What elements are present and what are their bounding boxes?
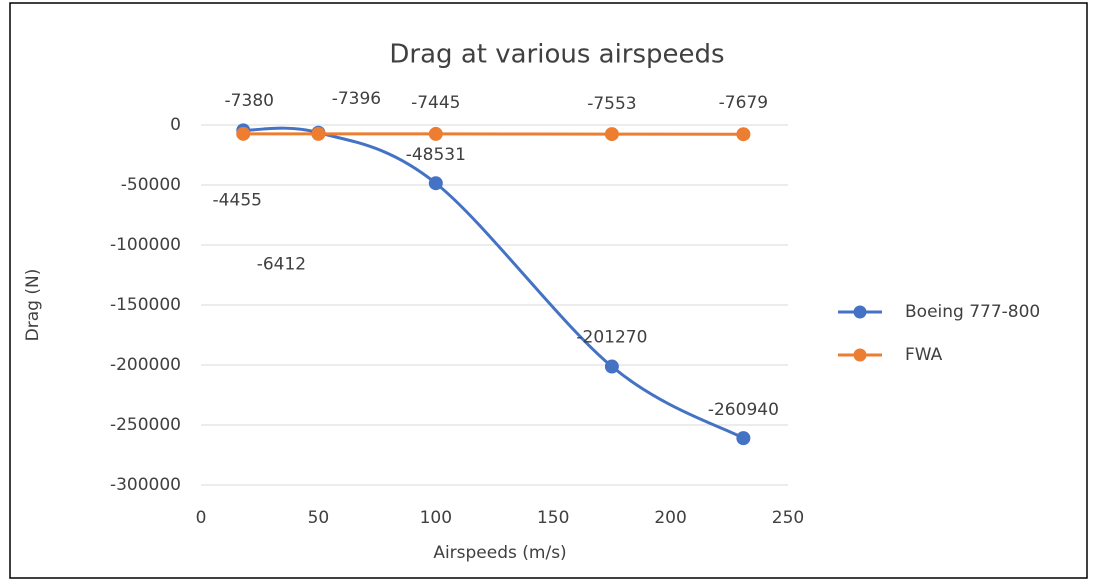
data-label: -48531	[406, 145, 466, 165]
y-tick-label: -250000	[110, 415, 181, 435]
chart-title: Drag at various airspeeds	[389, 40, 724, 70]
x-tick-label: 150	[537, 508, 569, 528]
legend-marker	[853, 305, 867, 319]
marker	[736, 127, 751, 142]
data-label: -260940	[708, 400, 779, 420]
data-label: -7396	[332, 89, 381, 109]
data-label: -4455	[213, 190, 262, 210]
marker	[604, 359, 619, 374]
y-tick-label: -300000	[110, 475, 181, 495]
y-tick-label: -100000	[110, 235, 181, 255]
legend-label: FWA	[905, 345, 943, 365]
marker	[236, 126, 251, 141]
marker	[428, 176, 443, 191]
x-axis-label: Airspeeds (m/s)	[433, 543, 566, 563]
legend-marker	[853, 348, 867, 362]
data-label: -7445	[411, 93, 460, 113]
x-tick-label: 250	[772, 508, 804, 528]
chart-frame	[9, 2, 1088, 579]
y-tick-label: -50000	[121, 175, 181, 195]
data-label: -7679	[719, 93, 768, 113]
y-tick-label: -150000	[110, 295, 181, 315]
marker	[604, 127, 619, 142]
marker	[311, 126, 326, 141]
marker	[428, 126, 443, 141]
y-tick-label: 0	[170, 115, 181, 135]
y-axis-label: Drag (N)	[23, 269, 43, 342]
data-label: -7380	[225, 91, 274, 111]
data-label: -6412	[257, 255, 306, 275]
marker	[736, 431, 751, 446]
legend-label: Boeing 777-800	[905, 302, 1040, 322]
y-tick-label: -200000	[110, 355, 181, 375]
data-label: -7553	[587, 94, 636, 114]
x-tick-label: 100	[420, 508, 452, 528]
data-label: -201270	[576, 328, 647, 348]
x-tick-label: 50	[308, 508, 330, 528]
x-tick-label: 200	[654, 508, 686, 528]
x-tick-label: 0	[196, 508, 207, 528]
